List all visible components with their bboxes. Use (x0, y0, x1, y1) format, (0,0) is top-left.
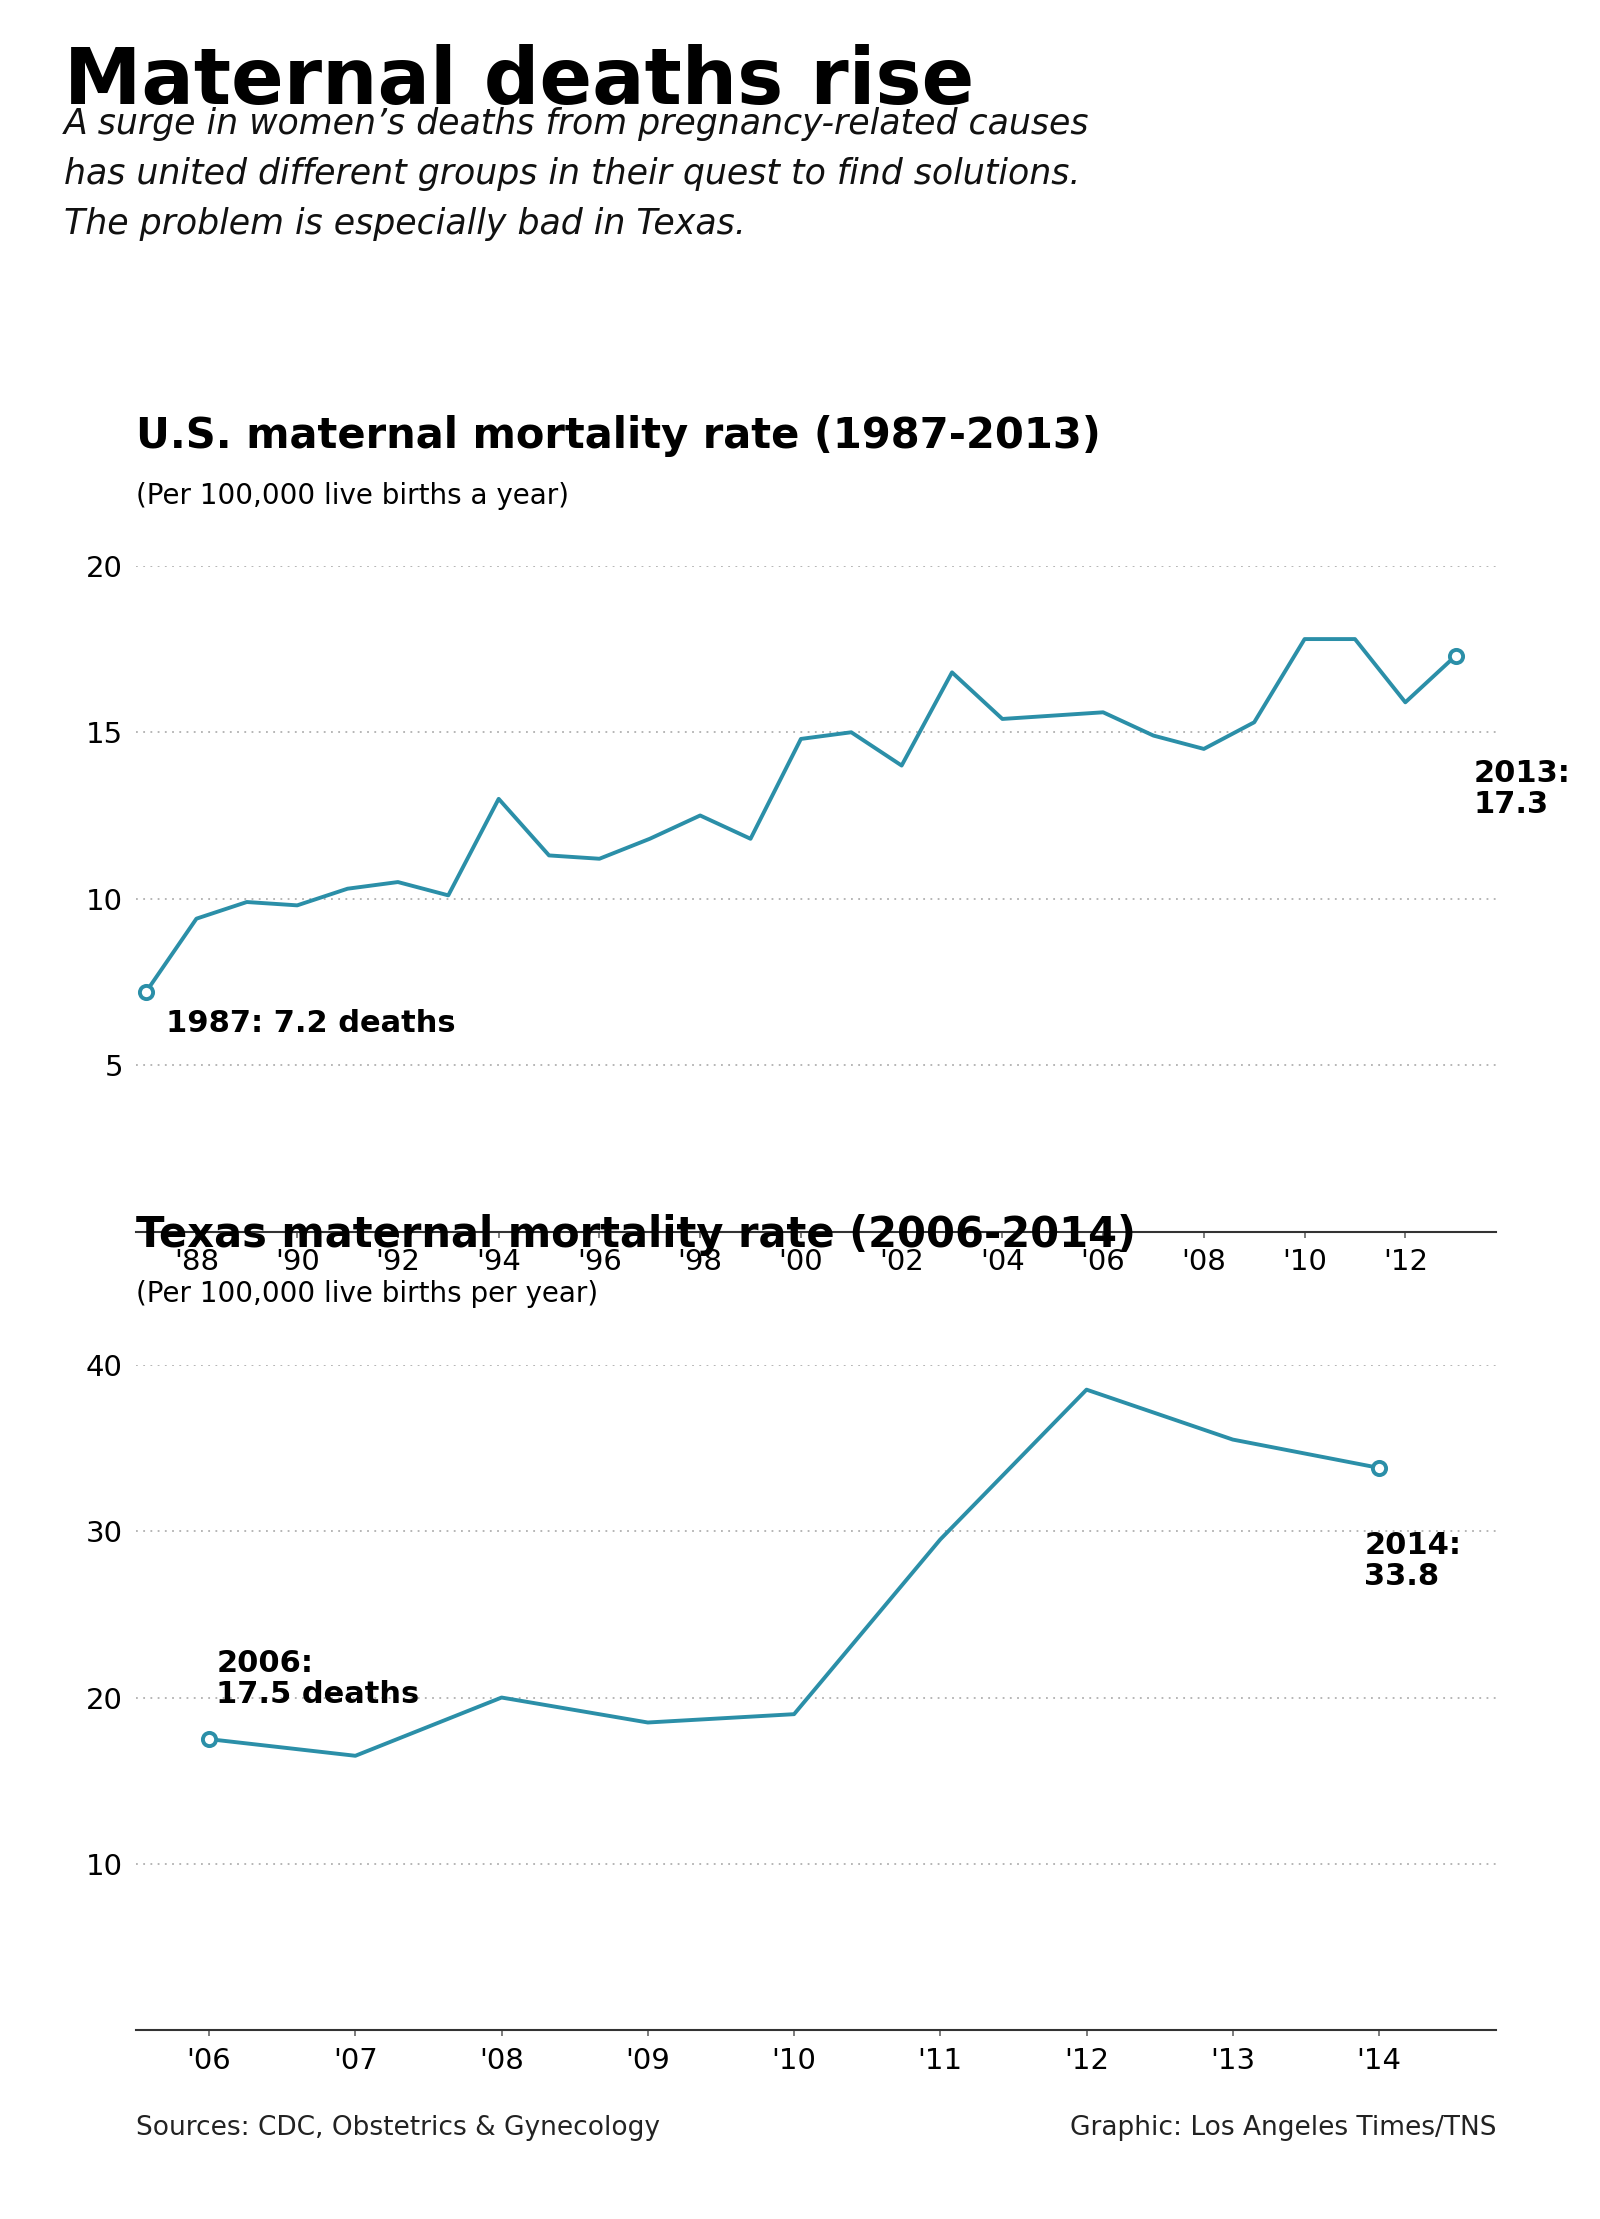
Text: 2013:
17.3: 2013: 17.3 (1474, 759, 1570, 819)
Text: Texas maternal mortality rate (2006-2014): Texas maternal mortality rate (2006-2014… (136, 1214, 1136, 1256)
Text: 2006:
17.5 deaths: 2006: 17.5 deaths (216, 1649, 419, 1709)
Text: U.S. maternal mortality rate (1987-2013): U.S. maternal mortality rate (1987-2013) (136, 415, 1101, 457)
Text: Sources: CDC, Obstetrics & Gynecology: Sources: CDC, Obstetrics & Gynecology (136, 2115, 661, 2141)
Point (1366, 1451, 1392, 1487)
Text: Maternal deaths rise: Maternal deaths rise (64, 44, 974, 120)
Point (197, 1722, 222, 1757)
Point (1443, 639, 1469, 675)
Text: A surge in women’s deaths from pregnancy-related causes
has united different gro: A surge in women’s deaths from pregnancy… (64, 107, 1090, 242)
Text: (Per 100,000 live births a year): (Per 100,000 live births a year) (136, 482, 570, 510)
Text: 2014:
33.8: 2014: 33.8 (1365, 1531, 1461, 1591)
Text: (Per 100,000 live births per year): (Per 100,000 live births per year) (136, 1280, 598, 1309)
Text: 1987: 7.2 deaths: 1987: 7.2 deaths (166, 1007, 456, 1038)
Point (133, 974, 158, 1010)
Text: Graphic: Los Angeles Times/TNS: Graphic: Los Angeles Times/TNS (1069, 2115, 1496, 2141)
